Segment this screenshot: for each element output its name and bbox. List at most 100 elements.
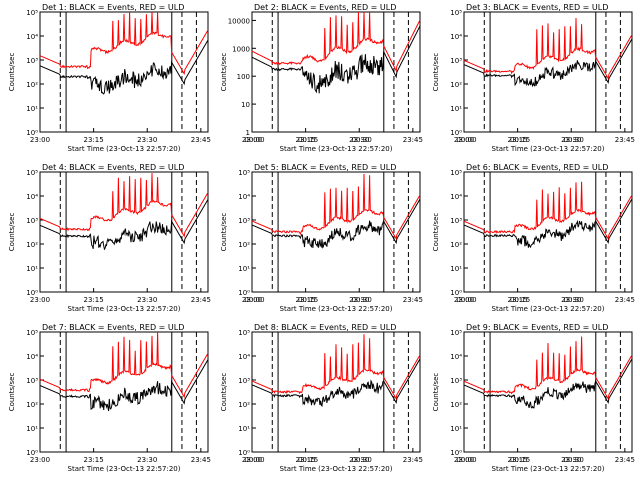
x-tick-label: 00:15 [510,296,530,304]
x-tick-label: 23:45 [403,136,423,144]
y-axis-label: Counts/sec [8,53,16,92]
x-tick-label: 23:30 [349,456,369,464]
y-axis-label: Counts/sec [432,213,440,252]
y-tick-label: 10³ [238,217,250,225]
y-tick-label: 10⁵ [450,9,462,17]
chart-title: Det 8: BLACK = Events, RED = ULD [254,323,396,332]
y-tick-label: 10⁵ [26,329,38,337]
y-tick-label: 10¹ [450,265,462,273]
x-tick-label: 23:00 [242,296,262,304]
x-tick-label: 23:15 [296,296,316,304]
chart-panel-7: Det 7: BLACK = Events, RED = ULD 10⁰ 10¹ 10… [8,323,372,473]
chart-panel-3: Det 3: BLACK = Events, RED = ULD 10⁰ 10¹ 10… [432,3,635,153]
x-axis-label: Start Time (23-Oct-13 22:57:20) [492,145,605,153]
y-tick-label: 10000 [228,17,250,25]
y-tick-label: 10³ [450,217,462,225]
x-axis-label: Start Time (23-Oct-13 22:57:20) [68,465,181,473]
y-tick-label: 10⁴ [450,33,462,41]
y-tick-label: 10⁴ [26,193,38,201]
series-events-line [251,358,421,408]
chart-panel-4: Det 4: BLACK = Events, RED = ULD 10⁰ 10¹ 10… [8,163,372,313]
y-tick-label: 10² [450,241,462,249]
y-tick-label: 10⁰ [26,129,38,137]
y-tick-label: 10 [241,101,250,109]
y-tick-label: 10⁵ [238,329,250,337]
x-tick-label: 23:45 [615,136,635,144]
x-axis-label: Start Time (23-Oct-13 22:57:20) [492,305,605,313]
y-tick-label: 10⁵ [26,169,38,177]
x-tick-label: 23:45 [191,456,211,464]
y-tick-label: 10⁴ [450,353,462,361]
x-tick-label: 23:15 [296,456,316,464]
x-tick-label: 23:30 [137,456,157,464]
y-axis-label: Counts/sec [220,53,228,92]
x-tick-label: 23:15 [84,456,104,464]
x-tick-label: 23:15 [508,456,528,464]
series-uld-line [39,11,209,76]
series-uld-line [463,17,633,80]
y-tick-label: 10⁰ [450,289,462,297]
x-tick-label: 00:00 [456,456,476,464]
series-uld-line [463,181,633,241]
y-tick-label: 10³ [450,377,462,385]
x-tick-label: 23:30 [349,136,369,144]
y-axis-label: Counts/sec [8,373,16,412]
y-axis-label: Counts/sec [220,213,228,252]
chart-title: Det 7: BLACK = Events, RED = ULD [42,323,184,332]
y-tick-label: 10⁵ [450,169,462,177]
x-tick-label: 00:30 [564,456,584,464]
x-tick-label: 23:45 [191,296,211,304]
y-tick-label: 10⁴ [238,193,250,201]
x-tick-label: 23:00 [30,296,50,304]
chart-panel-1: Det 1: BLACK = Events, RED = ULD10⁰10¹10… [8,3,372,153]
x-tick-label: 23:45 [403,296,423,304]
y-tick-label: 10⁴ [238,353,250,361]
x-tick-label: 00:00 [456,296,476,304]
x-axis-label: Start Time (23-Oct-13 22:57:20) [280,305,393,313]
x-tick-label: 23:30 [137,136,157,144]
y-tick-label: 10¹ [26,105,38,113]
y-tick-label: 10¹ [450,425,462,433]
x-tick-label: 23:45 [191,136,211,144]
x-tick-label: 23:30 [349,296,369,304]
chart-title: Det 9: BLACK = Events, RED = ULD [466,323,608,332]
x-tick-label: 00:15 [298,456,318,464]
y-tick-label: 10⁴ [450,193,462,201]
y-tick-label: 10³ [26,377,38,385]
y-tick-label: 10⁰ [238,449,250,457]
x-tick-label: 00:15 [298,136,318,144]
x-tick-label: 00:00 [244,136,264,144]
series-uld-line [251,11,421,73]
x-tick-label: 23:45 [615,296,635,304]
y-tick-label: 10² [26,81,38,89]
x-tick-label: 23:00 [454,456,474,464]
y-tick-label: 10⁰ [26,449,38,457]
x-tick-label: 00:15 [298,296,318,304]
y-axis-label: Counts/sec [8,213,16,252]
x-axis-label: Start Time (23-Oct-13 22:57:20) [280,145,393,153]
y-tick-label: 10³ [26,57,38,65]
chart-title: Det 5: BLACK = Events, RED = ULD [254,163,396,172]
x-tick-label: 23:45 [615,456,635,464]
y-tick-label: 10⁰ [450,129,462,137]
series-events-line [463,198,633,249]
y-tick-label: 10² [238,401,250,409]
x-axis-label: Start Time (23-Oct-13 22:57:20) [68,305,181,313]
y-tick-label: 10⁵ [26,9,38,17]
chart-panel-8: Det 8: BLACK = Events, RED = ULD 10⁰ 10¹ 10… [220,323,584,473]
x-tick-label: 23:15 [84,136,104,144]
y-tick-label: 10² [26,241,38,249]
y-tick-label: 10¹ [26,425,38,433]
x-tick-label: 00:00 [244,456,264,464]
y-tick-label: 1 [246,129,250,137]
x-tick-label: 00:00 [456,136,476,144]
chart-title: Det 4: BLACK = Events, RED = ULD [42,163,184,172]
series-uld-line [39,331,209,399]
y-tick-label: 10¹ [26,265,38,273]
y-axis-label: Counts/sec [432,53,440,92]
x-tick-label: 23:30 [137,296,157,304]
x-tick-label: 23:00 [454,136,474,144]
series-events-line [463,38,633,88]
y-tick-label: 10² [26,401,38,409]
